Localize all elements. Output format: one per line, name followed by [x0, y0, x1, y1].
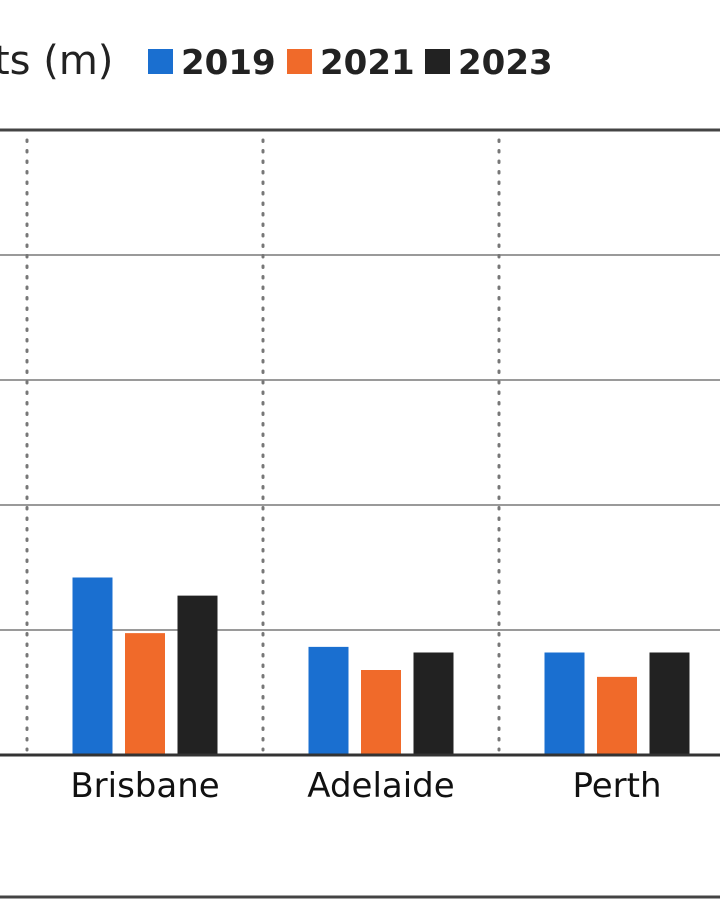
legend-swatch-2019: [148, 49, 173, 74]
bar-2023-perth: [649, 652, 690, 755]
x-tick-label: Brisbane: [70, 766, 219, 806]
legend-swatch-2021: [287, 49, 312, 74]
gridlines: [0, 254, 720, 631]
legend-swatch-2023: [425, 49, 450, 74]
y-axis-label: ts (m): [0, 38, 113, 84]
legend: 2019 2021 2023: [148, 43, 553, 83]
bar-2023-adelaide: [413, 652, 454, 755]
x-tick-label: Adelaide: [307, 766, 454, 806]
x-tick-label: Perth: [572, 766, 661, 806]
bar-2019-adelaide: [308, 646, 349, 755]
category-separators: [25, 138, 501, 752]
bars: [72, 577, 690, 755]
bar-2021-adelaide: [361, 670, 401, 755]
bar-2019-perth: [544, 652, 585, 755]
legend-label-2021: 2021: [320, 43, 415, 83]
bar-2021-perth: [597, 676, 637, 755]
legend-label-2019: 2019: [181, 43, 276, 83]
bar-2021-brisbane: [125, 633, 165, 755]
x-tick-labels: Brisbane Adelaide Perth: [70, 766, 661, 806]
bar-2023-brisbane: [177, 595, 218, 755]
legend-label-2023: 2023: [458, 43, 553, 83]
bar-2019-brisbane: [72, 577, 113, 755]
